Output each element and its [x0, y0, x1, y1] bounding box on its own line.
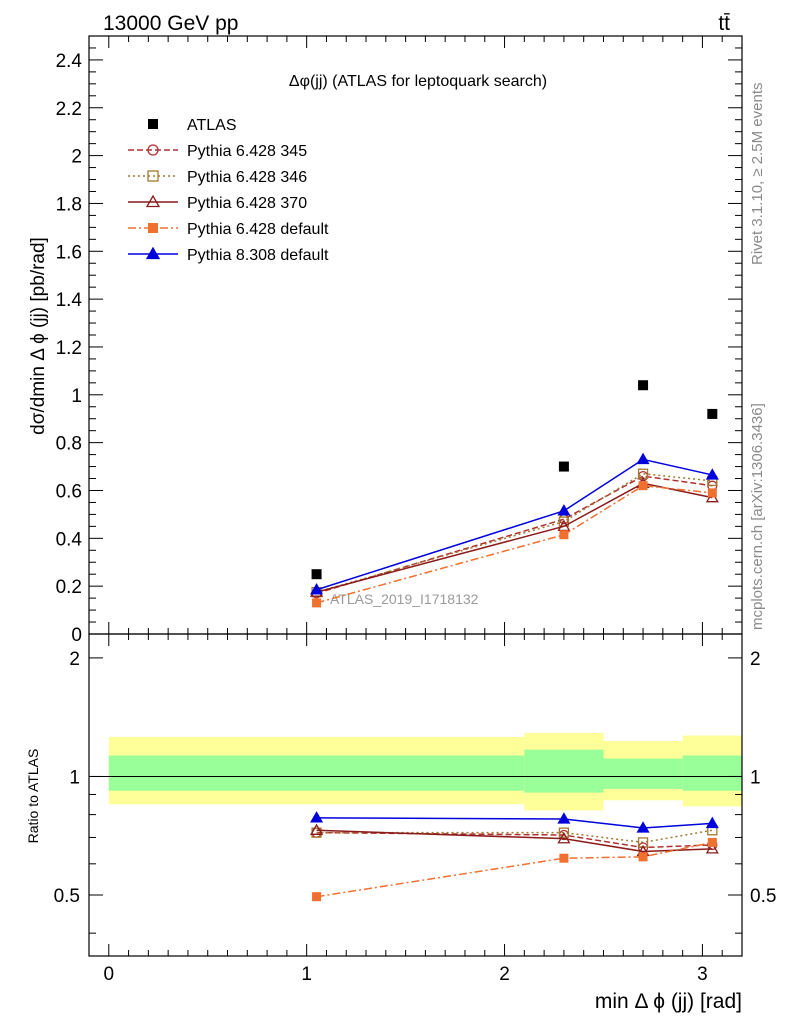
- main-data-point: [705, 468, 719, 480]
- ratio-data-point: [559, 853, 569, 863]
- legend-marker: [148, 223, 158, 233]
- y-tick-label: 2.4: [56, 51, 83, 72]
- y-tick-label: 0.8: [56, 434, 82, 455]
- ratio-data-point: [310, 811, 324, 823]
- ratio-band-green: [682, 755, 742, 791]
- mcplots-label: mcplots.cern.ch [arXiv:1306.3436]: [749, 403, 766, 630]
- main-data-point: [707, 488, 717, 498]
- legend-label: Pythia 6.428 default: [187, 221, 329, 238]
- y-tick-label: 2: [71, 147, 82, 168]
- legend-marker: [148, 119, 158, 129]
- main-data-point: [707, 408, 718, 419]
- legend-marker: [145, 246, 161, 260]
- main-data-point: [557, 504, 571, 516]
- main-series-line: [316, 475, 713, 595]
- energy-label: 13000 GeV pp: [103, 12, 238, 35]
- main-series-line: [316, 484, 713, 604]
- ratio-y-tick-label: 1: [69, 767, 80, 788]
- main-data-point: [559, 530, 569, 540]
- y-tick-label: 0.4: [56, 529, 83, 550]
- ratio-data-point: [312, 892, 322, 902]
- y-tick-label: 1.8: [56, 194, 82, 215]
- legend-label: Pythia 6.428 370: [187, 195, 307, 212]
- ratio-data-point: [557, 812, 571, 824]
- x-axis-label: min Δ ϕ (jj) [rad]: [595, 990, 742, 1013]
- y-tick-label: 1.2: [56, 338, 82, 359]
- analysis-watermark: ATLAS_2019_I1718132: [330, 591, 479, 607]
- main-data-point: [636, 452, 650, 465]
- legend-label: ATLAS: [187, 117, 237, 134]
- main-data-point: [310, 583, 324, 595]
- y-tick-label: 1.4: [56, 290, 83, 311]
- ratio-series-line: [316, 831, 713, 849]
- ratio-band-green: [108, 755, 525, 791]
- ratio-y-axis-label: Ratio to ATLAS: [25, 749, 41, 844]
- main-y-axis-label: dσ/dmin Δ ϕ (jj) [pb/rad]: [28, 237, 49, 435]
- ratio-y-tick-label: 0.5: [54, 886, 80, 907]
- x-tick-label: 2: [499, 964, 510, 985]
- legend-label: Pythia 6.428 346: [187, 169, 307, 186]
- ratio-y-tick-label-right: 1: [750, 767, 761, 788]
- ratio-data-point: [707, 837, 717, 847]
- legend-label: Pythia 8.308 default: [187, 247, 329, 264]
- x-tick-label: 1: [301, 964, 312, 985]
- ratio-series-line: [316, 841, 713, 898]
- process-label: tt̄: [718, 12, 730, 35]
- y-tick-label: 1.6: [56, 242, 82, 263]
- y-tick-label: 0.6: [56, 481, 82, 502]
- y-tick-label: 1: [71, 386, 82, 407]
- rivet-label: Rivet 3.1.10, ≥ 2.5M events: [749, 83, 766, 266]
- ratio-data-point: [557, 831, 571, 844]
- main-data-point: [638, 380, 649, 391]
- main-plot-area: 0 0.2 0.4 0.6 0.8 1 1.2 1.4 1.6 1.8 2 2.2 2.4: [56, 35, 743, 956]
- ratio-data-point: [638, 852, 648, 862]
- ratio-plot-marks: [310, 811, 719, 902]
- main-series-line: [316, 482, 713, 593]
- y-tick-label: 2.2: [56, 99, 82, 120]
- main-data-point: [312, 598, 322, 608]
- ratio-band-green: [603, 758, 683, 789]
- legend-label: Pythia 6.428 345: [187, 143, 307, 160]
- ratio-y-tick-label: 2: [69, 649, 80, 670]
- ratio-data-point: [705, 842, 719, 854]
- legend-marker: [145, 194, 161, 208]
- ratio-band-green: [524, 749, 604, 793]
- legend-marker: [147, 144, 159, 156]
- main-series-line: [316, 458, 713, 591]
- ratio-frame: [88, 633, 743, 957]
- legend: ATLAS Pythia 6.428 345 Pythia 6.428 346 Pyt…: [128, 117, 329, 264]
- x-tick-label: 0: [103, 964, 114, 985]
- ratio-data-point: [558, 827, 570, 838]
- x-tick-label: 3: [697, 964, 708, 985]
- main-data-point: [311, 569, 322, 580]
- ratio-series-line: [316, 817, 713, 829]
- main-series-line: [316, 472, 713, 593]
- main-title: Δφ(jj) (ATLAS for leptoquark search): [289, 73, 547, 90]
- ratio-data-point: [310, 823, 324, 835]
- ratio-y-tick-label-right: 0.5: [750, 886, 776, 907]
- y-tick-label: 0: [71, 625, 82, 646]
- legend-marker: [147, 170, 159, 182]
- main-data-point: [638, 481, 648, 491]
- ratio-plot-area: 0 1 2 3 0.5 0.5 1 1 2 2: [54, 633, 776, 985]
- ratio-data-point: [636, 821, 650, 833]
- y-tick-label: 0.2: [56, 577, 82, 598]
- ratio-y-tick-label-right: 2: [750, 649, 761, 670]
- main-data-point: [558, 461, 569, 472]
- ratio-data-point: [705, 816, 719, 829]
- main-plot-marks: [310, 380, 719, 608]
